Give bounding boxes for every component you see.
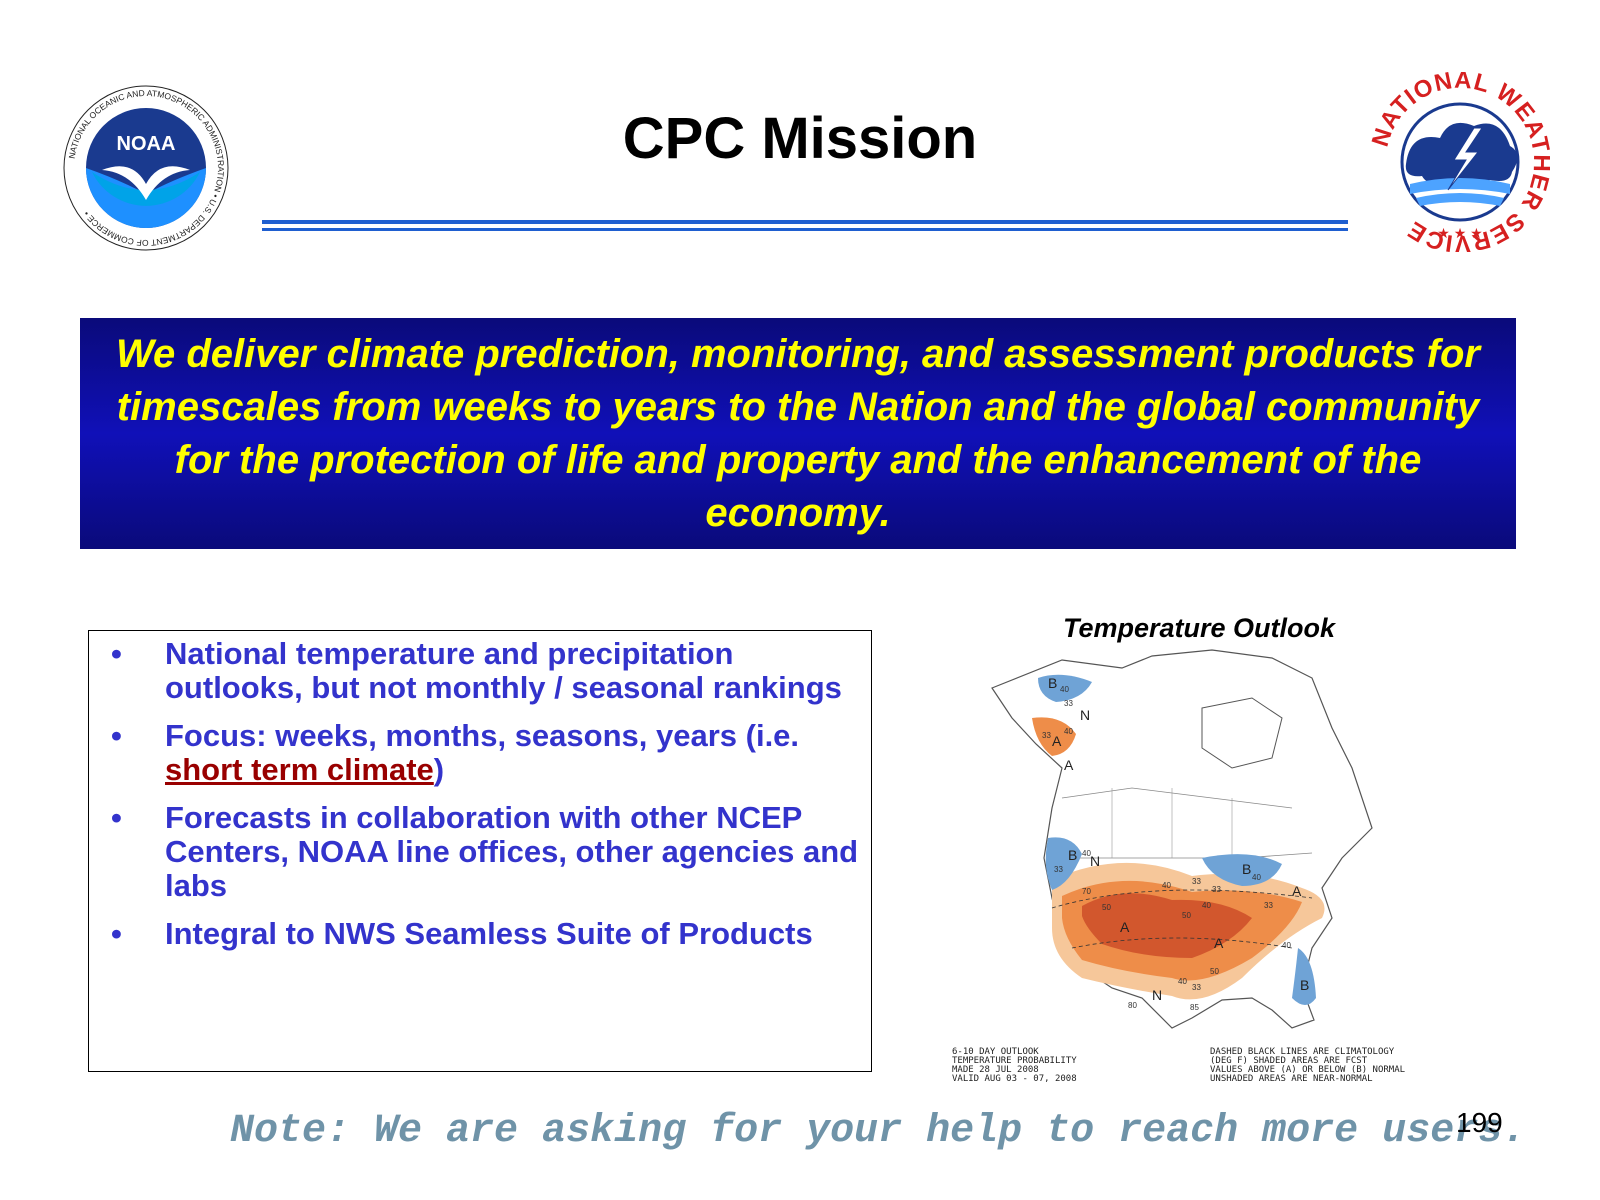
map-letter: N [1090, 853, 1100, 869]
map-value: 80 [1128, 1001, 1137, 1010]
bullet-text: Integral to NWS Seamless Suite of Produc… [165, 916, 813, 951]
bullet-text: Forecasts in collaboration with other NC… [165, 800, 859, 903]
map-value: 33 [1064, 699, 1073, 708]
map-letter: N [1152, 987, 1162, 1003]
bullet-symbol: • [111, 800, 122, 835]
bullet-item: • Forecasts in collaboration with other … [89, 801, 871, 903]
noaa-logo-center: NOAA [117, 133, 176, 155]
map-letter: B [1300, 977, 1309, 993]
map-letter: A [1214, 935, 1224, 951]
temperature-outlook-map: B N A A B N A A A B N B 40 33 40 33 40 3… [952, 648, 1444, 1106]
map-legend-right: VALUES ABOVE (A) OR BELOW (B) NORMAL [1210, 1065, 1405, 1075]
map-value: 33 [1212, 885, 1221, 894]
map-legend-left: 6-10 DAY OUTLOOK [952, 1047, 1039, 1057]
map-value: 85 [1190, 1003, 1199, 1012]
bullet-symbol: • [111, 718, 122, 753]
map-value: 33 [1042, 731, 1051, 740]
map-value: 40 [1162, 881, 1171, 890]
map-value: 50 [1102, 903, 1111, 912]
map-letter: A [1292, 883, 1302, 899]
bullet-text: National temperature and precipitation o… [165, 636, 842, 705]
bullet-item: • Focus: weeks, months, seasons, years (… [89, 719, 871, 787]
note-text: Note: We are asking for your help to rea… [230, 1109, 1527, 1154]
map-value: 40 [1064, 727, 1073, 736]
mission-banner: We deliver climate prediction, monitorin… [80, 318, 1516, 549]
map-letter: A [1120, 919, 1130, 935]
map-value: 33 [1192, 877, 1201, 886]
map-value: 33 [1264, 901, 1273, 910]
slide-title: CPC Mission [622, 106, 978, 171]
title-rule [262, 220, 1348, 224]
map-letter: B [1048, 675, 1057, 691]
map-letter: B [1242, 861, 1251, 877]
map-letter: A [1052, 733, 1062, 749]
map-legend-right: UNSHADED AREAS ARE NEAR-NORMAL [1210, 1074, 1373, 1084]
noaa-logo-icon: NOAA NATIONAL OCEANIC AND ATMOSPHERIC AD… [63, 85, 229, 251]
map-letter: A [1064, 757, 1074, 773]
bullet-symbol: • [111, 636, 122, 671]
map-legend-left: TEMPERATURE PROBABILITY [952, 1056, 1077, 1066]
map-value: 40 [1202, 901, 1211, 910]
map-value: 40 [1282, 941, 1291, 950]
bullet-text-end: ) [433, 752, 445, 787]
bullet-list: • National temperature and precipitation… [89, 631, 871, 951]
map-value: 40 [1252, 873, 1261, 882]
map-legend-right: DASHED BLACK LINES ARE CLIMATOLOGY [1210, 1047, 1395, 1057]
map-legend-left: VALID AUG 03 - 07, 2008 [952, 1074, 1077, 1084]
map-value: 40 [1082, 849, 1091, 858]
map-letter: B [1068, 847, 1077, 863]
nws-logo-icon: NATIONAL WEATHER SERVICE ★ ★ ★ [1370, 72, 1550, 252]
map-value: 50 [1210, 967, 1219, 976]
page-number: 199 [1456, 1107, 1503, 1138]
title-rule-secondary [262, 228, 1348, 231]
map-value: 40 [1060, 685, 1069, 694]
svg-text:★ ★ ★: ★ ★ ★ [1437, 225, 1482, 241]
bullet-symbol: • [111, 916, 122, 951]
map-legend-right: (DEG F) SHADED AREAS ARE FCST [1210, 1056, 1368, 1066]
mission-statement: We deliver climate prediction, monitorin… [115, 331, 1480, 535]
map-value: 40 [1178, 977, 1187, 986]
bullet-box: • National temperature and precipitation… [88, 630, 872, 1072]
bullet-text: Focus: weeks, months, seasons, years (i.… [165, 718, 800, 753]
map-value: 33 [1192, 983, 1201, 992]
map-value: 33 [1054, 865, 1063, 874]
map-value: 70 [1082, 887, 1091, 896]
map-legend-left: MADE 28 JUL 2008 [952, 1065, 1039, 1075]
map-value: 50 [1182, 911, 1191, 920]
bullet-item: • Integral to NWS Seamless Suite of Prod… [89, 917, 871, 951]
map-title: Temperature Outlook [1063, 613, 1336, 643]
map-letter: N [1080, 707, 1090, 723]
short-term-climate-link[interactable]: short term climate [165, 752, 434, 787]
bullet-item: • National temperature and precipitation… [89, 637, 871, 705]
